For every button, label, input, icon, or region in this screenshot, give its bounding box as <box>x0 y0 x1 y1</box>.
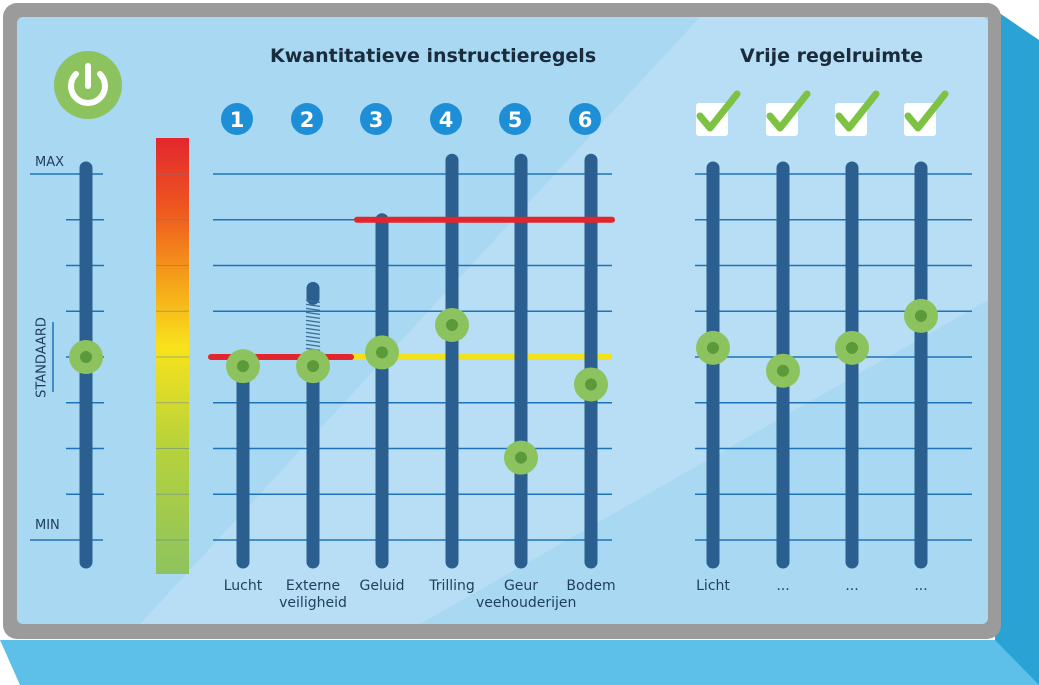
checkmark <box>766 90 811 132</box>
free-slider-label: ... <box>845 578 859 594</box>
spring-coil-wire <box>305 311 321 315</box>
free-slider-label: ... <box>914 578 928 594</box>
free-slider-knob <box>835 330 869 365</box>
axis-max-label: MAX <box>35 155 65 170</box>
slider-label-4: Trilling <box>429 578 475 594</box>
spring-coil-wire <box>305 331 321 335</box>
slider-label-2: Externe veiligheid <box>279 578 347 611</box>
slider-knob-center <box>307 360 319 373</box>
spring-coil-wire <box>305 307 321 311</box>
power-icon-arc <box>68 71 108 107</box>
free-slider-label: ... <box>776 578 790 594</box>
spring-coil-wire <box>305 323 321 327</box>
slider-knob-2 <box>296 349 330 384</box>
slider-knob-4 <box>435 307 469 342</box>
number-badge-text-6: 6 <box>578 108 593 132</box>
number-badge-text-3: 3 <box>369 108 384 132</box>
checkmark <box>904 90 949 132</box>
free-slider-label: Licht <box>696 578 730 594</box>
spring-coil-wire <box>305 339 321 343</box>
slider-knob-3 <box>365 335 399 370</box>
slider-knob-6 <box>574 367 608 402</box>
number-badge-text-2: 2 <box>300 108 315 132</box>
number-badge-3 <box>360 103 392 135</box>
slider-knob-center <box>915 309 927 322</box>
slider-knob-center <box>707 341 719 354</box>
free-slider-knob <box>904 298 938 333</box>
title-quantitative-rules: Kwantitatieve instructieregels <box>270 45 597 67</box>
slider-label-5: Geur veehouderijen <box>476 578 577 611</box>
spring-coil-wire <box>305 315 321 319</box>
frame-side-face <box>995 10 1039 685</box>
number-badge-2 <box>291 103 323 135</box>
number-badge-text-1: 1 <box>230 108 245 132</box>
color-scale-bar <box>156 138 189 574</box>
slider-knob-5 <box>504 440 538 475</box>
slider-knob-center <box>846 341 858 354</box>
checkmark <box>696 90 741 132</box>
spring-coil-wire <box>305 343 321 347</box>
slider-knob-1 <box>226 349 260 384</box>
master-slider-knob <box>69 340 103 374</box>
number-badge-4 <box>430 103 462 135</box>
free-slider-knob <box>696 330 730 365</box>
check-icon <box>904 90 949 136</box>
spring-coil-wire <box>305 335 321 339</box>
number-badge-text-5: 5 <box>508 108 523 132</box>
panel-highlight <box>140 17 988 624</box>
check-icon <box>766 90 811 136</box>
spring-coil-wire <box>305 327 321 331</box>
spring-coil-wire <box>305 303 321 307</box>
title-free-rule-space: Vrije regelruimte <box>740 45 924 67</box>
slider-label-3: Geluid <box>359 578 405 594</box>
number-badge-text-4: 4 <box>439 108 454 132</box>
slider-knob-center <box>585 378 597 391</box>
spring-coil-wire <box>305 319 321 323</box>
slider-knob-center <box>376 346 388 359</box>
number-badge-5 <box>499 103 531 135</box>
checkmark <box>835 90 880 132</box>
axis-standard-label: STANDAARD <box>34 317 50 398</box>
slider-knob-center <box>515 451 527 464</box>
free-slider-knob <box>766 353 800 388</box>
number-badge-1 <box>221 103 253 135</box>
spring-coil-wire <box>305 299 321 303</box>
slider-label-6: Bodem <box>566 578 616 594</box>
frame-bottom-face <box>0 640 1039 685</box>
slider-label-1: Lucht <box>223 578 263 594</box>
number-badge-6 <box>569 103 601 135</box>
slider-knob-center <box>237 360 249 373</box>
check-icon <box>835 90 880 136</box>
slider-knob-center <box>777 364 789 377</box>
slider-knob-center <box>446 318 458 331</box>
check-icon <box>696 90 741 136</box>
slider-knob-center <box>80 351 92 363</box>
axis-min-label: MIN <box>35 518 60 533</box>
power-icon <box>68 63 108 107</box>
